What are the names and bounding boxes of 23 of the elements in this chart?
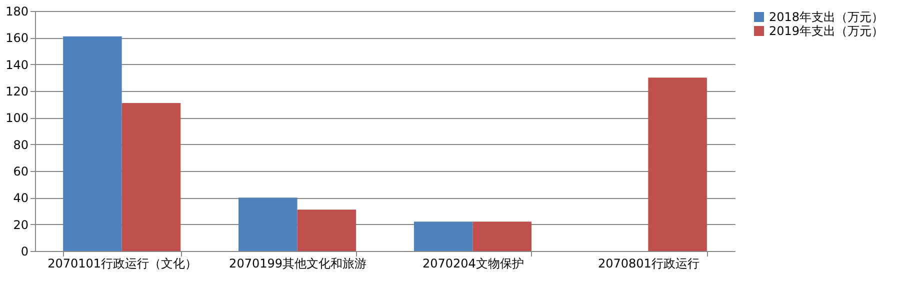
y-tick-label: 40 xyxy=(13,191,28,206)
y-tick-label: 180 xyxy=(6,4,28,18)
x-tick-label: 2070101行政运行（文化） xyxy=(48,256,198,270)
bar xyxy=(414,222,473,251)
y-tick-label: 80 xyxy=(13,138,28,152)
x-tick-label: 2070204文物保护 xyxy=(422,256,524,270)
bar xyxy=(238,198,298,251)
y-tick-label: 160 xyxy=(6,31,28,46)
legend-label: 2018年支出（万元） xyxy=(769,10,884,24)
y-tick-label: 140 xyxy=(6,58,28,72)
bar xyxy=(648,78,707,251)
y-tick-label: 60 xyxy=(13,164,28,178)
bar xyxy=(122,103,181,251)
x-tick-label: 2070801行政运行 xyxy=(598,256,700,270)
bar xyxy=(63,36,122,251)
y-tick-label: 120 xyxy=(6,84,28,98)
y-tick-label: 20 xyxy=(13,218,28,232)
y-tick-label: 0 xyxy=(20,244,28,258)
y-tick-label: 100 xyxy=(6,111,28,126)
x-tick-label: 2070199其他文化和旅游 xyxy=(229,256,367,270)
bar xyxy=(297,210,356,251)
bar xyxy=(472,222,532,251)
legend-label: 2019年支出（万元） xyxy=(769,24,884,38)
